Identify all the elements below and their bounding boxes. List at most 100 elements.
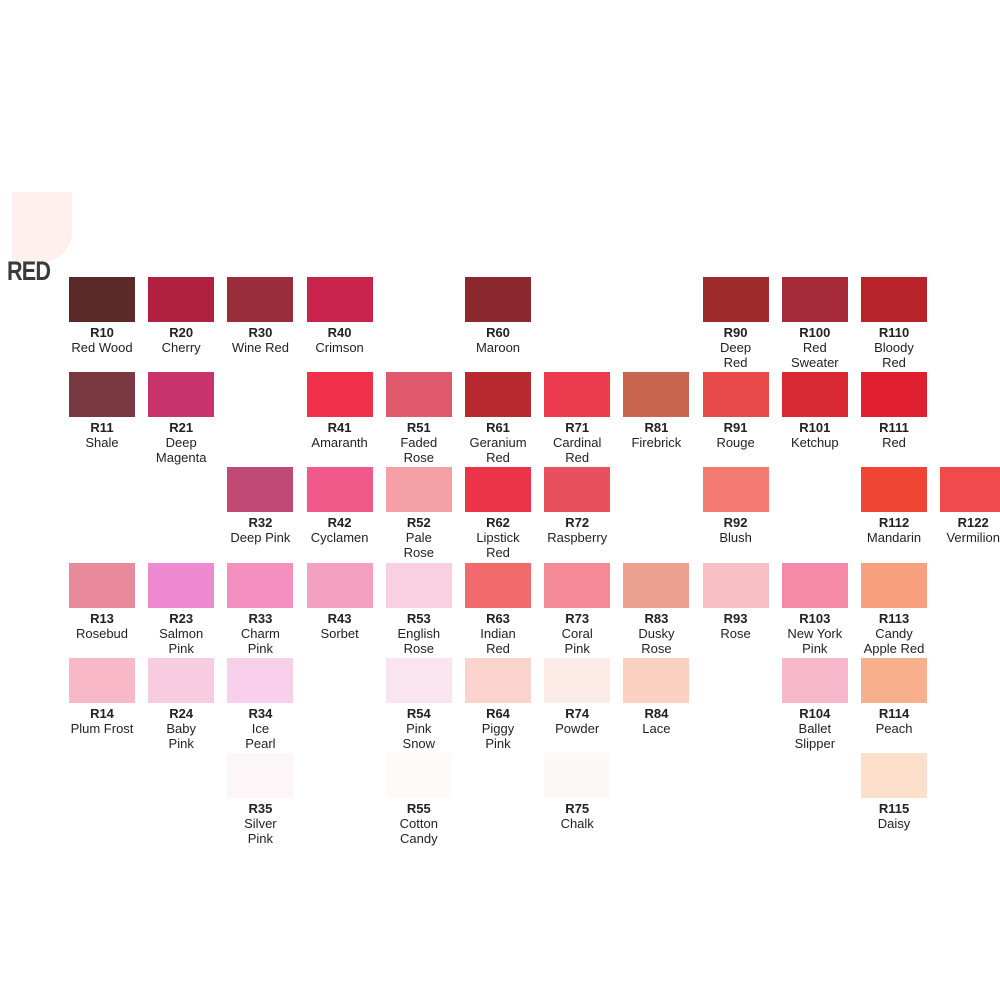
swatch-name: Dusky Rose [638,625,675,656]
swatch-card: R93 Rose [696,562,776,641]
color-swatch [69,657,135,703]
swatch-card: R62 Lipstick Red [458,467,538,560]
color-swatch [623,562,690,608]
swatch-code: R14 [90,705,114,721]
swatch-card: R35 Silver Pink [220,753,300,846]
swatch-card: R75 Chalk [537,753,617,831]
swatch-name: Charm Pink [240,625,280,656]
color-swatch [544,753,611,798]
swatch-code: R42 [327,515,352,531]
swatch-card: R33 Charm Pink [220,562,300,656]
color-swatch [148,562,215,608]
color-swatch [385,467,452,513]
color-swatch [306,372,373,418]
swatch-name: Silver Pink [244,816,277,846]
swatch-name: Bloody Red [874,340,914,370]
swatch-card: R14 Plum Frost [62,657,142,736]
color-swatch [940,467,1000,513]
color-swatch [227,277,294,322]
swatch-card: R34 Ice Pearl [220,657,300,751]
swatch-name: Raspberry [547,530,608,546]
swatch-code: R30 [248,325,273,340]
swatch-name: Indian Red [480,625,516,656]
swatch-card: R92 Blush [696,467,776,545]
swatch-card: R114 Peach [854,657,934,736]
swatch-code: R11 [90,420,114,436]
swatch-card: R32 Deep Pink [220,467,300,545]
swatch-name: Cherry [161,340,201,355]
swatch-code: R41 [327,420,352,436]
swatch-code: R35 [248,801,273,816]
swatch-name: Peach [875,720,913,736]
swatch-card: R90 Deep Red [696,277,776,370]
swatch-card: R63 Indian Red [458,562,538,656]
swatch-name: Ketchup [790,435,839,451]
swatch-name: Amaranth [311,435,368,451]
section-title: RED [7,256,51,286]
color-swatch [544,562,611,608]
swatch-card: R54 Pink Snow [379,657,459,751]
swatch-card: R81 Firebrick [616,372,696,450]
swatch-code: R60 [486,325,510,340]
swatch-code: R43 [327,610,352,626]
swatch-name: Blush [719,530,752,546]
swatch-card: R111 Red [854,372,934,450]
swatch-code: R115 [878,801,910,816]
swatch-code: R71 [565,420,590,436]
swatch-code: R91 [723,420,748,436]
swatch-code: R90 [723,325,748,340]
swatch-card: R84 Lace [616,657,696,736]
swatch-code: R101 [799,420,831,436]
swatch-name: Lace [642,720,671,736]
swatch-code: R103 [799,610,831,626]
swatch-card: R115 Daisy [854,753,934,831]
swatch-card: R103 New York Pink [775,562,855,656]
color-swatch [385,657,452,703]
swatch-name: Ballet Slipper [794,720,836,751]
swatch-card: R13 Rosebud [62,562,142,641]
color-swatch [306,467,373,513]
swatch-name: Sorbet [320,625,359,641]
swatch-code: R33 [248,610,273,626]
swatch-name: Red [882,435,906,451]
decoration [12,192,72,262]
swatch-card: R71 Cardinal Red [537,372,617,465]
color-swatch [781,562,848,608]
swatch-code: R61 [486,420,510,436]
swatch-name: Coral Pink [561,625,593,656]
swatch-name: Cyclamen [310,530,369,546]
color-swatch [544,657,611,703]
swatch-name: Mandarin [866,530,922,546]
swatch-name: Deep Red [720,340,752,370]
color-swatch [306,277,373,322]
color-swatch [702,372,769,418]
swatch-card: R20 Cherry [141,277,221,355]
swatch-name: Wine Red [231,340,289,355]
color-swatch [69,277,135,322]
swatch-name: Maroon [475,340,521,355]
swatch-name: Geranium Red [469,435,527,466]
swatch-name: Crimson [315,340,364,355]
color-swatch [465,277,531,322]
color-swatch [465,372,531,418]
swatch-code: R52 [406,515,431,531]
swatch-name: Plum Frost [70,720,134,736]
color-swatch [227,657,294,703]
swatch-name: Firebrick [631,435,682,451]
color-swatch [148,372,215,418]
swatch-code: R74 [565,705,590,721]
color-swatch [544,467,611,513]
swatch-name: Lipstick Red [476,530,520,561]
color-swatch [227,467,294,513]
swatch-name: Pale Rose [403,530,434,561]
swatch-card: R30 Wine Red [220,277,300,355]
swatch-card: R74 Powder [537,657,617,736]
swatch-card: R110 Bloody Red [854,277,934,370]
swatch-name: Rose [720,625,751,641]
swatch-code: R54 [406,705,431,721]
swatch-name: Baby Pink [166,720,196,751]
swatch-name: Cotton Candy [399,816,438,846]
swatch-name: Candy Apple Red [863,625,925,656]
swatch-card: R53 English Rose [379,562,459,656]
swatch-code: R21 [169,420,194,436]
